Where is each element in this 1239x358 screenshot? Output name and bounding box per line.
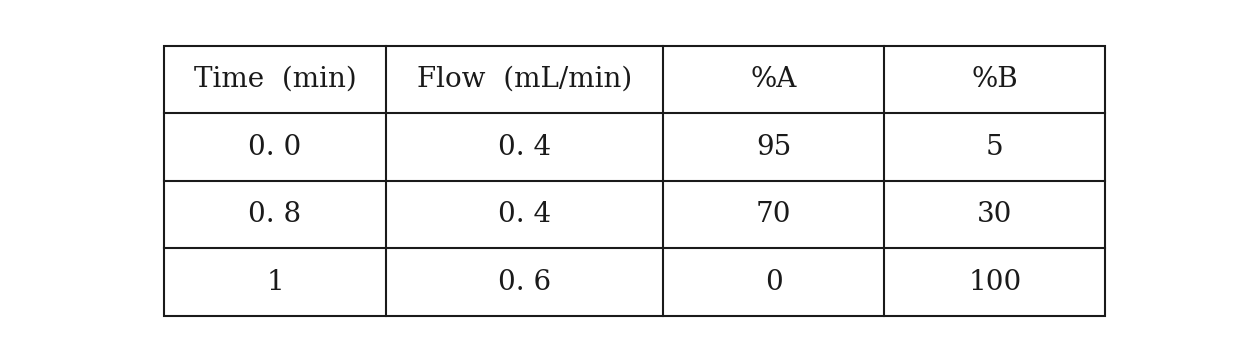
Text: 100: 100 (969, 268, 1021, 296)
Text: 0. 4: 0. 4 (498, 134, 551, 160)
Text: 30: 30 (978, 201, 1012, 228)
Text: Flow  (mL/min): Flow (mL/min) (416, 66, 632, 93)
Text: 0. 6: 0. 6 (498, 268, 551, 296)
Text: 95: 95 (756, 134, 792, 160)
Text: 0. 0: 0. 0 (249, 134, 301, 160)
Text: 5: 5 (986, 134, 1004, 160)
Text: 0. 4: 0. 4 (498, 201, 551, 228)
Text: 70: 70 (756, 201, 792, 228)
Text: 0. 8: 0. 8 (249, 201, 301, 228)
Text: Time  (min): Time (min) (193, 66, 357, 93)
Text: 1: 1 (266, 268, 284, 296)
Text: %B: %B (971, 66, 1018, 93)
Text: %A: %A (751, 66, 797, 93)
Text: 0: 0 (764, 268, 783, 296)
